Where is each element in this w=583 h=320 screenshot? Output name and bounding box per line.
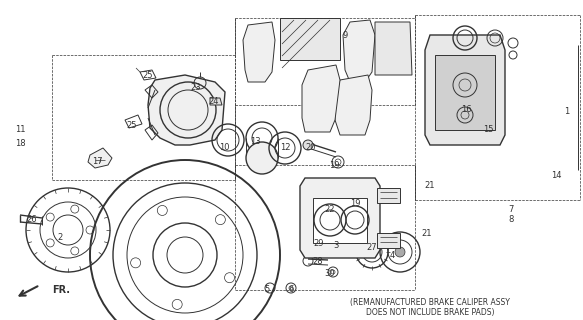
Polygon shape (313, 198, 367, 243)
Text: 25: 25 (127, 121, 137, 130)
Circle shape (303, 140, 313, 150)
Text: DOES NOT INCLUDE BRAKE PADS): DOES NOT INCLUDE BRAKE PADS) (366, 308, 494, 317)
Circle shape (320, 240, 324, 244)
Polygon shape (148, 75, 225, 145)
Text: 26: 26 (27, 215, 37, 225)
Text: 21: 21 (422, 228, 432, 237)
Polygon shape (375, 22, 412, 75)
Circle shape (395, 247, 405, 257)
Text: 4: 4 (389, 251, 395, 260)
Text: 5: 5 (264, 285, 269, 294)
Text: 20: 20 (305, 143, 316, 153)
Polygon shape (243, 22, 275, 82)
Text: (REMANUFACTURED BRAKE CALIPER ASSY: (REMANUFACTURED BRAKE CALIPER ASSY (350, 299, 510, 308)
Polygon shape (88, 148, 112, 168)
Polygon shape (300, 178, 380, 258)
Text: 2: 2 (57, 233, 62, 242)
Text: 14: 14 (551, 171, 561, 180)
Text: 25: 25 (143, 70, 153, 79)
Text: 1: 1 (564, 108, 570, 116)
Text: 27: 27 (367, 243, 377, 252)
Text: 11: 11 (15, 125, 25, 134)
Text: 18: 18 (15, 139, 25, 148)
Text: 24: 24 (209, 98, 219, 107)
Text: FR.: FR. (52, 285, 70, 295)
Polygon shape (377, 188, 400, 203)
Text: 15: 15 (483, 125, 493, 134)
Text: 30: 30 (325, 269, 335, 278)
Circle shape (302, 204, 312, 214)
Polygon shape (210, 98, 222, 105)
Polygon shape (280, 18, 340, 60)
Text: 6: 6 (289, 285, 294, 294)
Polygon shape (377, 233, 400, 248)
Text: 16: 16 (461, 106, 471, 115)
Polygon shape (335, 75, 372, 135)
Text: 23: 23 (191, 84, 201, 92)
Polygon shape (425, 35, 505, 145)
Text: 9: 9 (342, 30, 347, 39)
Text: 10: 10 (219, 143, 229, 153)
Text: 29: 29 (314, 239, 324, 249)
Polygon shape (302, 65, 340, 132)
Text: 8: 8 (508, 215, 514, 225)
Polygon shape (435, 55, 495, 130)
Polygon shape (343, 20, 375, 82)
Text: 22: 22 (325, 205, 335, 214)
Text: 7: 7 (508, 205, 514, 214)
Text: 13: 13 (250, 138, 261, 147)
Text: 12: 12 (280, 143, 290, 153)
Text: 17: 17 (92, 157, 102, 166)
Text: 3: 3 (333, 241, 339, 250)
Text: 21: 21 (425, 180, 436, 189)
Text: 19: 19 (350, 198, 360, 207)
Circle shape (246, 142, 278, 174)
Text: 28: 28 (312, 258, 324, 267)
Text: 19: 19 (329, 161, 339, 170)
